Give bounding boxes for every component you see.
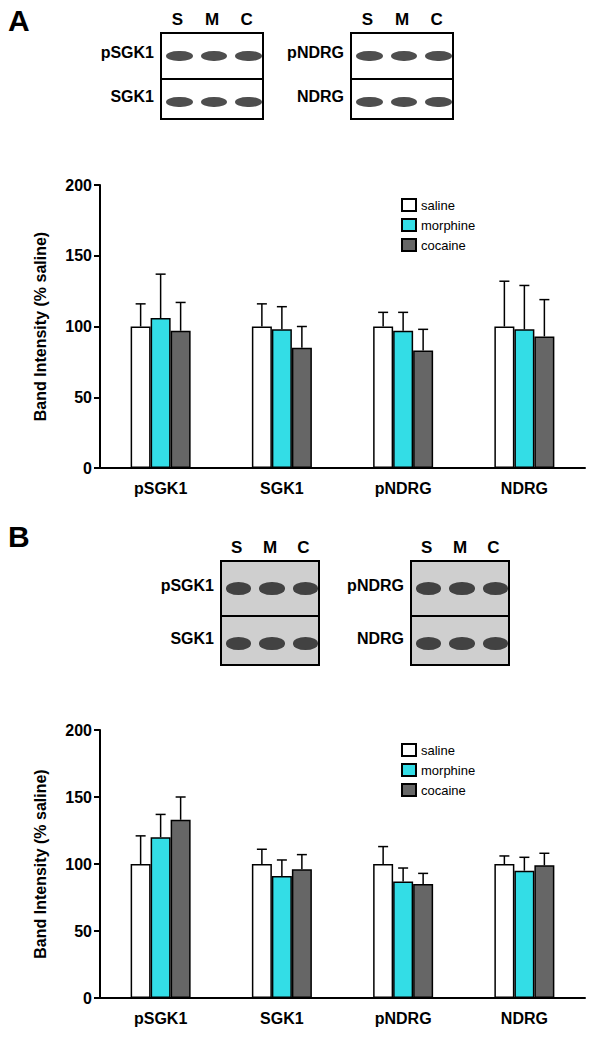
svg-text:SGK1: SGK1	[260, 480, 304, 497]
svg-text:0: 0	[83, 460, 92, 477]
html-text:S: S	[361, 10, 373, 29]
html-text:C: C	[487, 538, 500, 557]
svg-text:pSGK1: pSGK1	[134, 1010, 187, 1027]
html-text:pNDRG: pNDRG	[347, 576, 404, 594]
svg-text:Band Intensity (% saline): Band Intensity (% saline)	[32, 769, 49, 958]
html-text:C: C	[297, 538, 310, 557]
svg-text:100: 100	[65, 856, 92, 873]
html-text:A: A	[8, 4, 30, 37]
svg-text:SGK1: SGK1	[260, 1010, 304, 1027]
html-text:S: S	[171, 10, 183, 29]
html-text:NDRG: NDRG	[296, 88, 344, 105]
html-text:C: C	[430, 10, 443, 29]
svg-text:morphine: morphine	[421, 218, 475, 233]
svg-text:0: 0	[83, 990, 92, 1007]
html-text:M: M	[452, 538, 468, 557]
svg-text:200: 200	[65, 722, 92, 739]
html-text:pSGK1: pSGK1	[160, 576, 214, 594]
html-text:SGK1: SGK1	[110, 88, 154, 105]
html-text:M: M	[262, 538, 278, 557]
svg-text:morphine: morphine	[421, 763, 475, 778]
svg-text:50: 50	[74, 923, 92, 940]
html-text:S: S	[421, 538, 433, 557]
svg-text:200: 200	[65, 177, 92, 194]
svg-text:saline: saline	[421, 198, 455, 213]
svg-text:Band Intensity (% saline): Band Intensity (% saline)	[32, 232, 49, 421]
svg-text:pNDRG: pNDRG	[375, 480, 432, 497]
html-text:pNDRG: pNDRG	[287, 44, 344, 61]
html-text:M: M	[394, 10, 410, 29]
svg-text:cocaine: cocaine	[421, 238, 466, 253]
html-text:C: C	[240, 10, 253, 29]
svg-text:150: 150	[65, 789, 92, 806]
svg-text:150: 150	[65, 247, 92, 264]
svg-text:saline: saline	[421, 743, 455, 758]
svg-text:50: 50	[74, 389, 92, 406]
html-text:pSGK1: pSGK1	[100, 44, 154, 61]
svg-text:pSGK1: pSGK1	[134, 480, 187, 497]
html-text:B: B	[8, 520, 30, 553]
svg-text:pNDRG: pNDRG	[375, 1010, 432, 1027]
html-text:S: S	[231, 538, 243, 557]
html-text:M: M	[204, 10, 220, 29]
svg-text:cocaine: cocaine	[421, 783, 466, 798]
svg-text:100: 100	[65, 318, 92, 335]
svg-text:NDRG: NDRG	[501, 1010, 548, 1027]
html-text:SGK1: SGK1	[170, 629, 214, 647]
html-text:NDRG: NDRG	[356, 629, 404, 647]
svg-text:NDRG: NDRG	[501, 480, 548, 497]
